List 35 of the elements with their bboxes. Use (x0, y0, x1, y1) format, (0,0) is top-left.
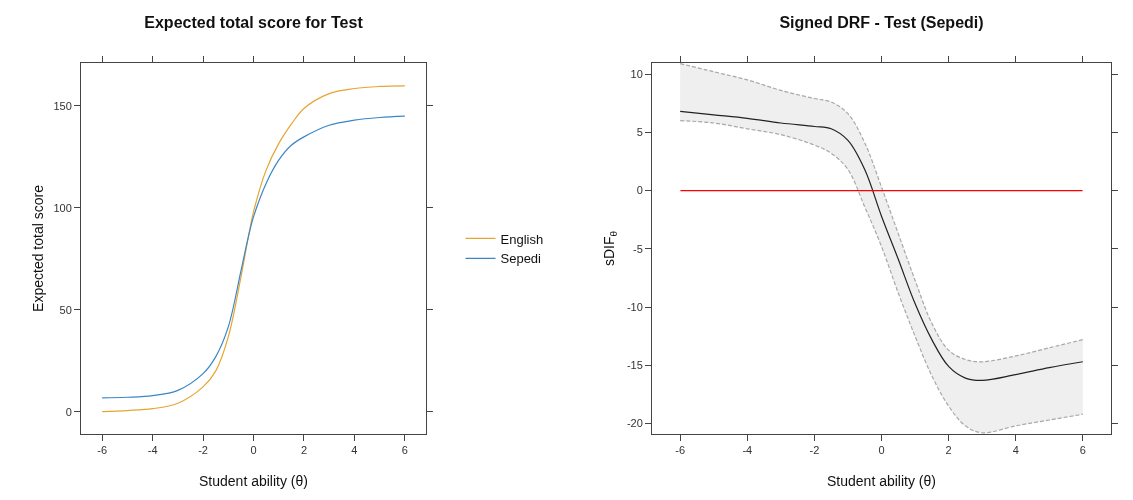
line-series (679, 63, 1084, 363)
x-tick-label: 2 (945, 444, 952, 457)
x-tick-label: -2 (809, 444, 820, 457)
x-tick-label: -2 (198, 444, 208, 457)
x-tick-label: 6 (1079, 444, 1086, 457)
y-tick-label: -5 (633, 242, 643, 255)
y-tick-label: -15 (626, 359, 643, 372)
y-tick-label: 0 (65, 405, 72, 418)
x-axis-title: Student ability (θ) (199, 473, 308, 489)
y-tick-label: -10 (626, 300, 643, 313)
y-tick-label: -20 (626, 417, 643, 430)
x-tick-label: 0 (250, 444, 257, 457)
x-tick-label: 2 (300, 444, 307, 457)
x-tick-label: 6 (401, 444, 408, 457)
y-tick-label: 150 (53, 99, 72, 112)
line-series (679, 110, 1084, 382)
y-tick-label: 5 (636, 126, 643, 139)
x-tick-label: 4 (351, 444, 358, 457)
x-tick-label: -4 (742, 444, 753, 457)
y-tick-label: 100 (53, 201, 72, 214)
legend-label: Sepedi (500, 251, 542, 267)
y-tick-label: 10 (630, 67, 643, 80)
legend-label: English (500, 231, 544, 247)
x-tick-label: -6 (97, 444, 108, 457)
x-tick-label: 0 (878, 444, 885, 457)
x-tick-label: -4 (147, 444, 158, 457)
x-tick-label: 4 (1012, 444, 1019, 457)
y-tick-label: 50 (59, 303, 72, 316)
chart-title: Expected total score for Test (144, 13, 364, 31)
x-tick-label: -6 (675, 444, 686, 457)
chart-title: Signed DRF - Test (Sepedi) (779, 13, 984, 31)
y-axis-title: Expected total score (30, 184, 46, 312)
line-series (679, 120, 1084, 434)
x-axis-title: Student ability (θ) (827, 473, 936, 489)
y-tick-label: 0 (636, 184, 643, 197)
